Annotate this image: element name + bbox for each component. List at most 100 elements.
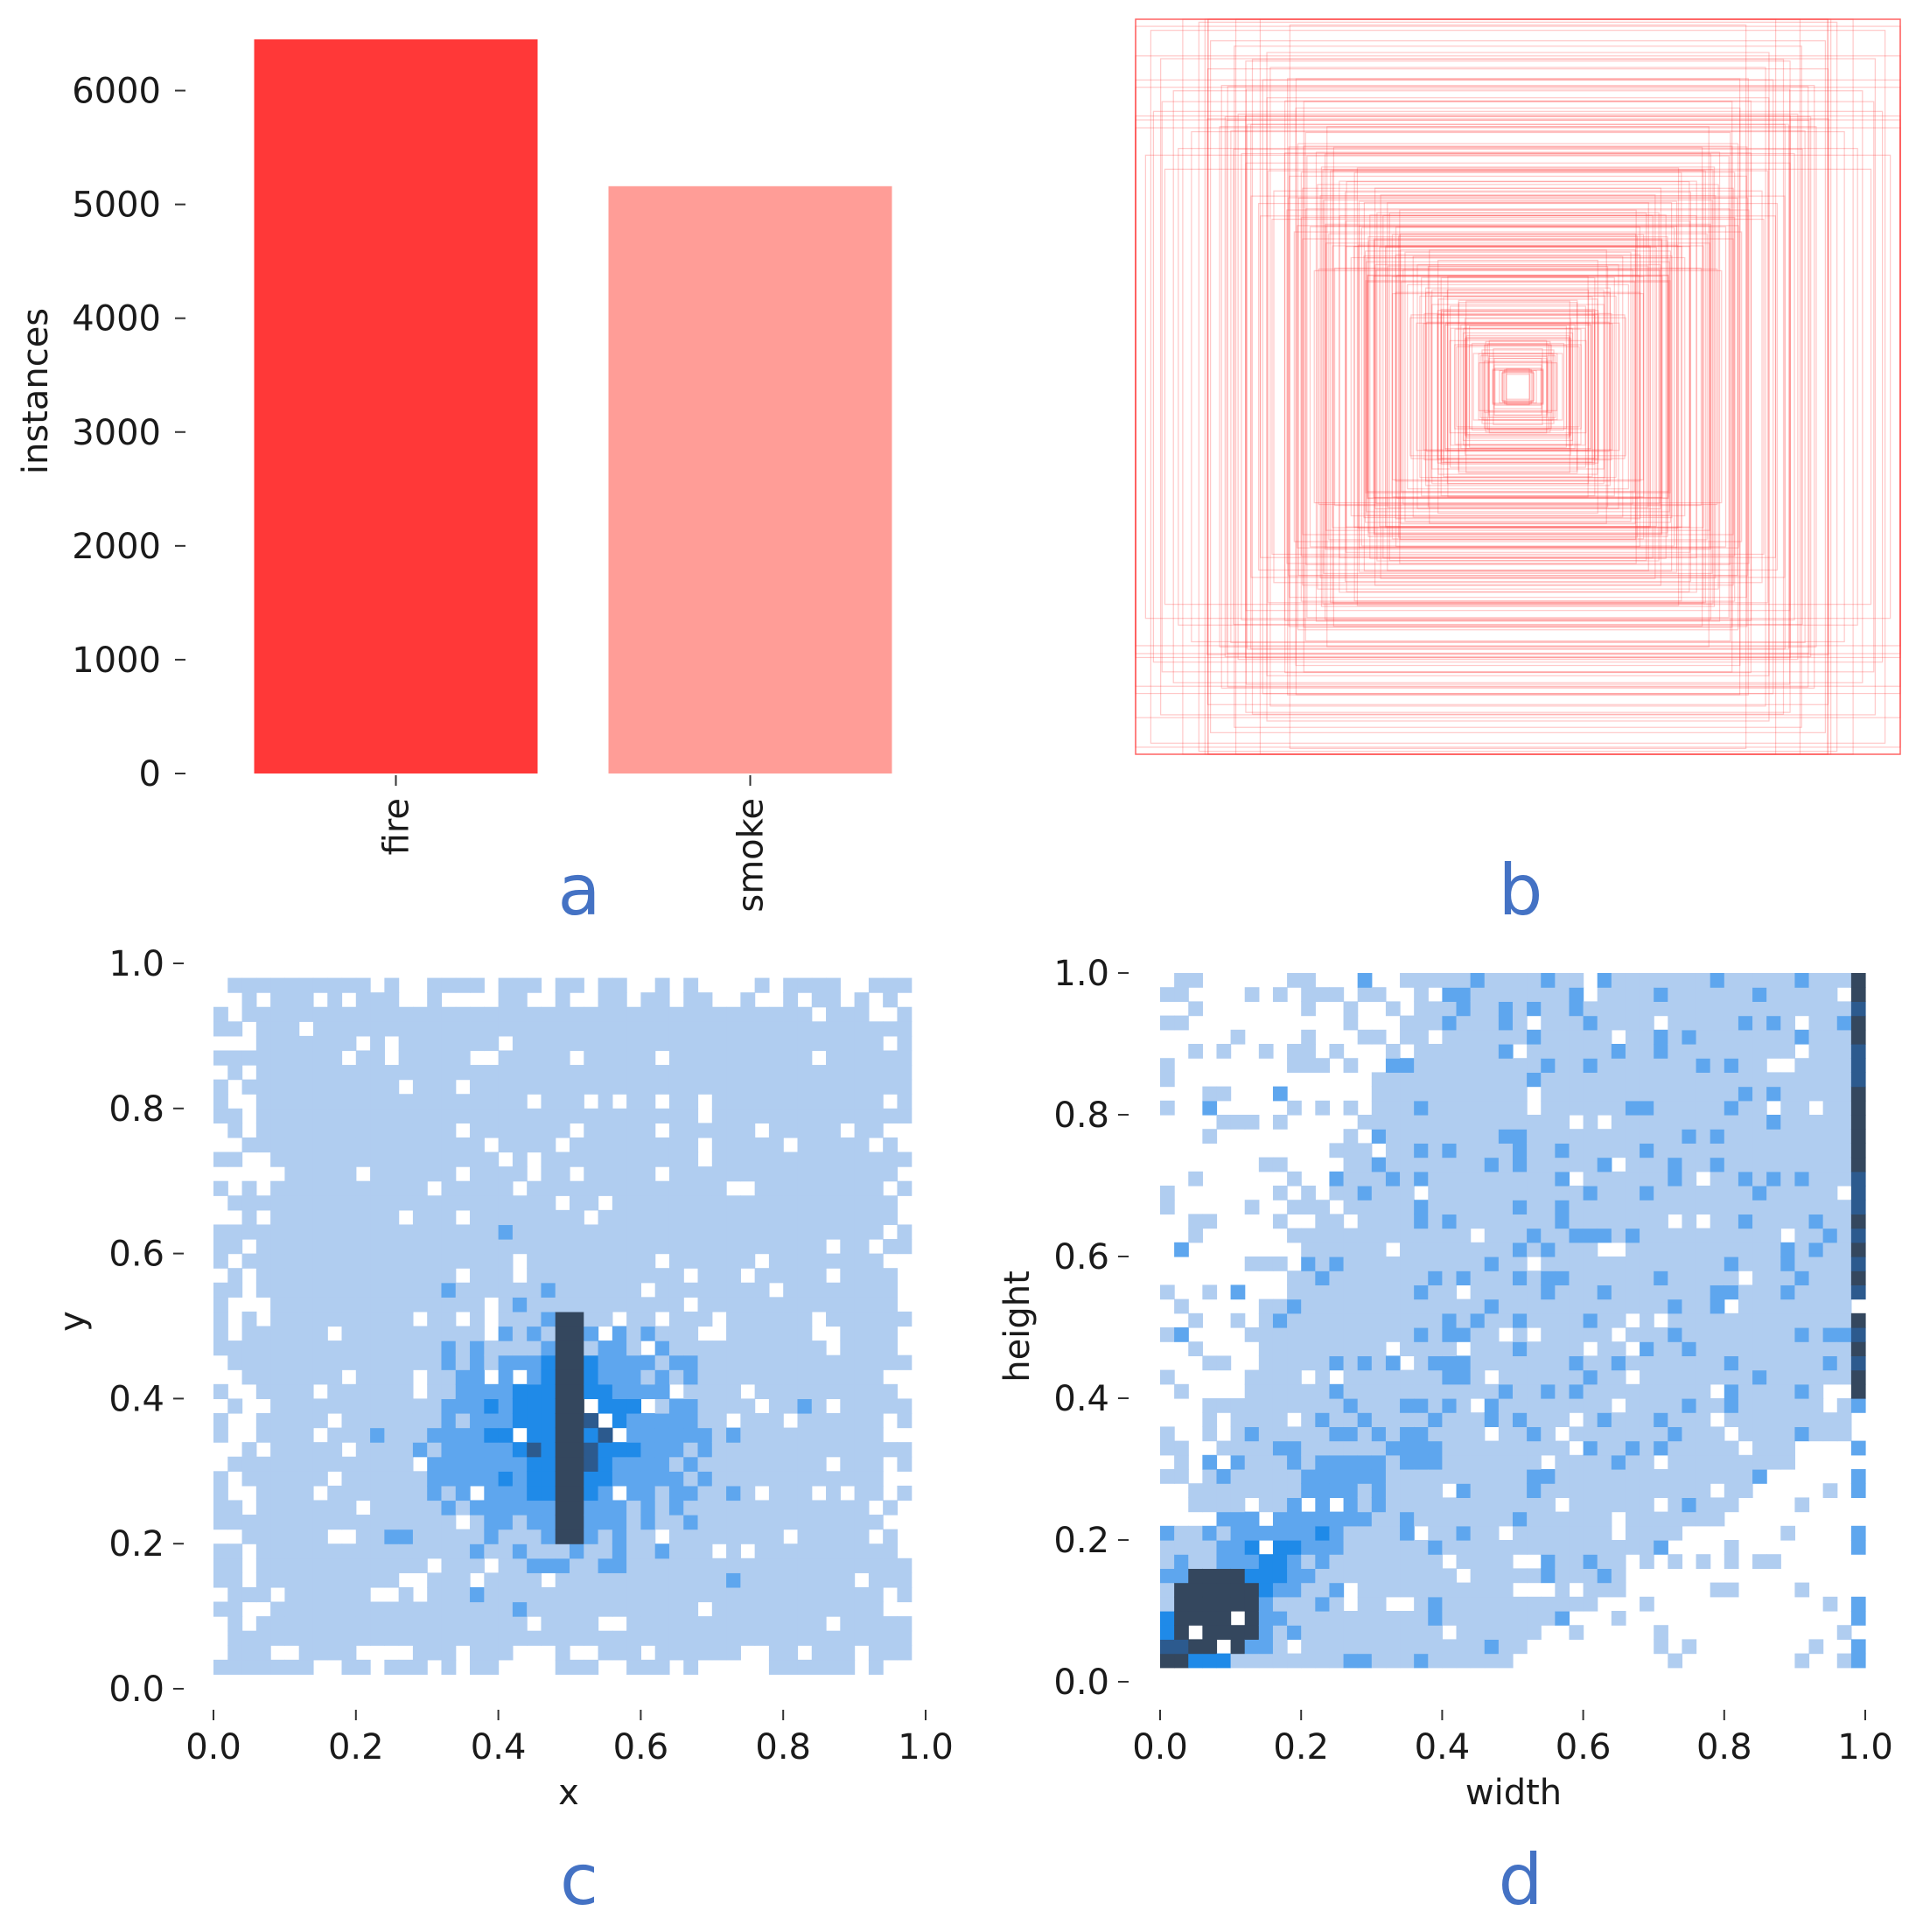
heatmap-cell: [768, 1427, 784, 1443]
heatmap-cell: [854, 1369, 870, 1385]
heatmap-cell: [412, 1485, 428, 1502]
heatmap-cell: [726, 1050, 741, 1066]
heatmap-cell: [1484, 1639, 1500, 1655]
heatmap-cell: [1555, 1412, 1570, 1427]
heatmap-cell: [783, 1006, 799, 1022]
heatmap-cell: [512, 1398, 528, 1414]
heatmap-cell: [398, 1544, 414, 1559]
heatmap-cell: [740, 1166, 756, 1182]
heatmap-cell: [1244, 1483, 1260, 1498]
heatmap-cell: [598, 1645, 613, 1661]
heatmap-cell: [711, 1224, 727, 1240]
heatmap-cell: [1385, 1412, 1401, 1427]
heatmap-cell: [284, 1180, 300, 1196]
heatmap-cell: [355, 1195, 371, 1211]
heatmap-cell: [1414, 1440, 1429, 1456]
heatmap-cell: [1541, 1412, 1556, 1427]
heatmap-cell: [284, 1383, 300, 1399]
bounding-box: [1172, 90, 1864, 683]
bounding-box: [1328, 233, 1708, 541]
heatmap-cell: [1668, 1511, 1683, 1527]
bounding-box: [1391, 234, 1645, 540]
heatmap-cell: [341, 1586, 357, 1603]
heatmap-cell: [1583, 1044, 1598, 1059]
heatmap-cell: [570, 1340, 584, 1356]
heatmap-cell: [1456, 1639, 1472, 1655]
bounding-box: [1412, 256, 1624, 518]
heatmap-cell: [740, 1195, 756, 1211]
heatmap-cell: [1611, 1611, 1626, 1626]
heatmap-cell: [298, 1195, 314, 1211]
heatmap-cell: [768, 1224, 784, 1240]
heatmap-cell: [1794, 1072, 1810, 1088]
heatmap-cell: [1569, 1383, 1584, 1399]
heatmap-cell: [1696, 1312, 1711, 1328]
heatmap-cell: [1640, 1497, 1654, 1513]
heatmap-cell: [1780, 1412, 1795, 1427]
heatmap-cell: [1301, 1440, 1316, 1456]
heatmap-cell: [1428, 1228, 1443, 1243]
heatmap-cell: [1315, 1540, 1331, 1555]
heatmap-cell: [1724, 1058, 1739, 1073]
heatmap-cell: [455, 1630, 471, 1646]
heatmap-cell: [1625, 1157, 1640, 1172]
heatmap-cell: [1272, 1540, 1288, 1555]
heatmap-cell: [1850, 1398, 1866, 1413]
heatmap-cell: [427, 1311, 443, 1327]
heatmap-cell: [598, 1354, 613, 1370]
heatmap-cell: [1780, 1015, 1795, 1031]
bounding-box: [1302, 187, 1734, 586]
heatmap-cell: [826, 1427, 841, 1443]
heatmap-cell: [683, 1645, 699, 1661]
heatmap-cell: [1822, 973, 1838, 988]
heatmap-cell: [1668, 1341, 1683, 1356]
heatmap-cell: [768, 1659, 784, 1676]
heatmap-cell: [740, 1006, 756, 1022]
heatmap-cell: [1442, 1228, 1458, 1243]
heatmap-cell: [412, 1442, 428, 1458]
heatmap-cell: [1371, 1568, 1387, 1584]
heatmap-cell: [711, 1630, 727, 1646]
heatmap-cell: [612, 1515, 627, 1530]
heatmap-cell: [341, 1485, 357, 1502]
heatmap-cell: [227, 1108, 243, 1124]
panel-label-c: c: [560, 1839, 598, 1921]
heatmap-cell: [726, 1471, 741, 1487]
bounding-box: [1241, 152, 1795, 621]
heatmap-cell: [541, 1456, 556, 1472]
heatmap-cell: [270, 1079, 285, 1095]
heatmap-cell: [612, 1500, 627, 1516]
heatmap-cell: [370, 1601, 385, 1617]
panel-label-a: a: [557, 850, 600, 931]
heatmap-cell: [255, 1239, 271, 1255]
heatmap-cell: [683, 1108, 699, 1124]
heatmap-cell: [1498, 1058, 1514, 1073]
heatmap-cell: [883, 1500, 899, 1516]
heatmap-cell: [1513, 1171, 1528, 1186]
heatmap-cell: [1498, 1540, 1514, 1555]
heatmap-cell: [612, 992, 627, 1008]
heatmap-cell: [470, 1268, 485, 1284]
heatmap-cell: [1794, 1214, 1810, 1229]
heatmap-cell: [1400, 1525, 1415, 1541]
heatmap-cell: [298, 1006, 314, 1022]
heatmap-cell: [227, 1645, 243, 1661]
heatmap-cell: [654, 1572, 670, 1588]
heatmap-cell: [826, 977, 841, 993]
heatmap-cell: [1527, 1044, 1542, 1059]
heatmap-cell: [241, 1369, 257, 1385]
heatmap-cell: [255, 1079, 271, 1095]
heatmap-cell: [697, 1485, 713, 1502]
heatmap-cell: [1625, 1298, 1640, 1314]
bounding-box: [1288, 146, 1748, 627]
heatmap-cell: [854, 1137, 870, 1153]
heatmap-cell: [768, 1006, 784, 1022]
heatmap-cell: [1611, 1554, 1626, 1569]
heatmap-cell: [697, 1558, 713, 1573]
heatmap-cell: [470, 1412, 485, 1429]
heatmap-cell: [1682, 1015, 1697, 1031]
heatmap-cell: [470, 1094, 485, 1110]
heatmap-cell: [1752, 973, 1767, 988]
heatmap-cell: [811, 1195, 827, 1211]
heatmap-cell: [555, 1166, 570, 1182]
